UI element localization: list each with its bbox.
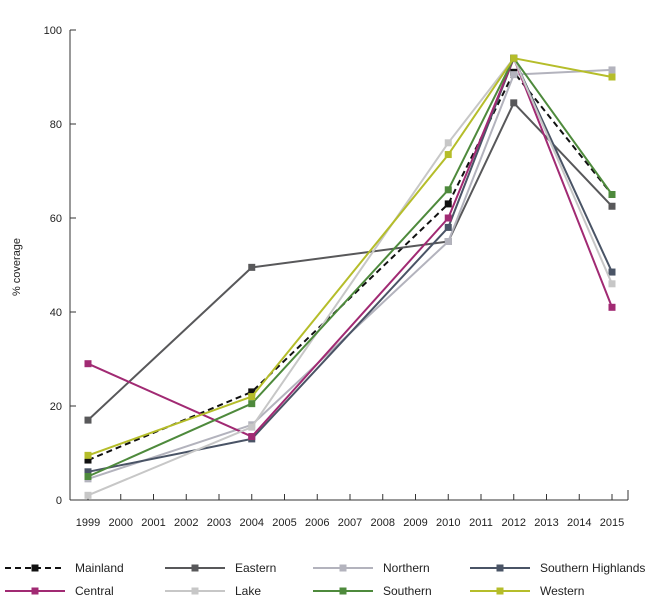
x-tick-label: 2009 [403, 517, 427, 529]
y-tick-label: 100 [44, 25, 62, 37]
legend-item-eastern: Eastern [165, 561, 276, 575]
data-point-lake [84, 491, 92, 499]
series-western [84, 54, 616, 459]
series-line-central [87, 57, 613, 438]
data-point-lake [444, 139, 452, 147]
legend-label: Mainland [75, 561, 124, 575]
data-point-western [84, 451, 92, 459]
legend-item-western: Western [470, 584, 584, 598]
data-point-southern-highlands [444, 223, 452, 231]
data-point-western [608, 73, 616, 81]
data-point-northern [510, 71, 518, 79]
data-point-central [248, 433, 256, 441]
series-central [84, 54, 616, 441]
series-line-southern [87, 57, 613, 478]
data-point-northern [444, 238, 452, 245]
data-point-southern [248, 400, 256, 408]
data-point-southern-highlands [84, 468, 92, 476]
legend-item-central: Central [5, 584, 114, 598]
x-tick-label: 2005 [272, 517, 296, 529]
x-tick-label: 2012 [502, 517, 526, 529]
legend-swatch-marker [191, 564, 199, 572]
y-tick-label: 0 [56, 495, 62, 507]
data-point-southern [84, 473, 92, 480]
series-mainland [84, 68, 616, 464]
data-point-lake [248, 423, 256, 431]
legend-swatch-marker [496, 587, 504, 595]
y-tick-label: 80 [50, 119, 62, 131]
series-line-mainland [87, 71, 613, 462]
series-southern [84, 54, 616, 480]
x-tick-label: 2008 [371, 517, 395, 529]
legend-item-northern: Northern [313, 561, 430, 575]
legend-label: Southern [383, 584, 432, 598]
series-line-southern-highlands [87, 57, 613, 473]
legend-label: Central [75, 584, 114, 598]
x-tick-label: 2001 [141, 517, 165, 529]
data-point-western [444, 151, 452, 159]
x-tick-label: 2011 [469, 517, 493, 529]
y-tick-label: 40 [50, 307, 62, 319]
y-tick-label: 20 [50, 401, 62, 413]
x-tick-label: 2002 [174, 517, 198, 529]
data-point-northern [608, 66, 616, 74]
series-southern-highlands [84, 54, 616, 476]
legend-swatch-marker [191, 587, 199, 595]
legend-item-lake: Lake [165, 584, 261, 598]
data-point-mainland [444, 200, 452, 208]
data-point-central [608, 303, 616, 311]
data-point-eastern [608, 202, 616, 210]
data-point-southern [444, 186, 452, 194]
legend-swatch-marker [496, 564, 504, 572]
legend-label: Southern Highlands [540, 561, 645, 575]
legend-label: Lake [235, 584, 261, 598]
legend-label: Western [540, 584, 584, 598]
legend-swatch-marker [339, 564, 347, 572]
series-eastern [84, 99, 616, 424]
y-axis-title: % coverage [11, 238, 23, 296]
data-point-western [248, 393, 256, 401]
axes: 0 20 40 60 80 100 1999 2000 2001 2002 2003 2004 2005… [44, 25, 629, 529]
x-tick-label: 2007 [338, 517, 362, 529]
x-tick-label: 2015 [600, 517, 624, 529]
x-tick-label: 2010 [436, 517, 460, 529]
legend-item-mainland: Mainland [5, 561, 124, 575]
series-line-eastern [87, 101, 613, 421]
data-point-eastern [84, 416, 92, 424]
data-point-southern [608, 191, 616, 198]
legend-label: Northern [383, 561, 430, 575]
legend-item-southern: Southern [313, 584, 432, 598]
data-point-eastern [510, 99, 518, 107]
legend-swatch-marker [339, 587, 347, 595]
data-point-southern-highlands [608, 268, 616, 276]
y-tick-label: 60 [50, 213, 62, 225]
data-point-mainland [248, 388, 256, 396]
legend-swatch-marker [31, 564, 39, 572]
x-tick-label: 2013 [534, 517, 558, 529]
x-tick-label: 2006 [305, 517, 329, 529]
legend: Mainland Eastern Northern Southern Highland… [5, 561, 645, 598]
legend-swatch-marker [31, 587, 39, 595]
x-tick-label: 2003 [207, 517, 231, 529]
data-point-lake [608, 280, 616, 288]
x-tick-label: 2000 [109, 517, 133, 529]
data-point-mainland [84, 456, 92, 464]
data-point-western [510, 54, 518, 62]
data-point-central [84, 360, 92, 368]
series-line-western [87, 57, 613, 457]
series-layer [84, 54, 616, 499]
legend-item-southern-highlands: Southern Highlands [470, 561, 645, 575]
x-tick-label: 1999 [76, 517, 100, 529]
data-point-central [444, 214, 452, 222]
x-tick-label: 2004 [240, 517, 264, 529]
x-tick-label: 2014 [567, 517, 591, 529]
legend-label: Eastern [235, 561, 276, 575]
data-point-eastern [248, 263, 256, 271]
